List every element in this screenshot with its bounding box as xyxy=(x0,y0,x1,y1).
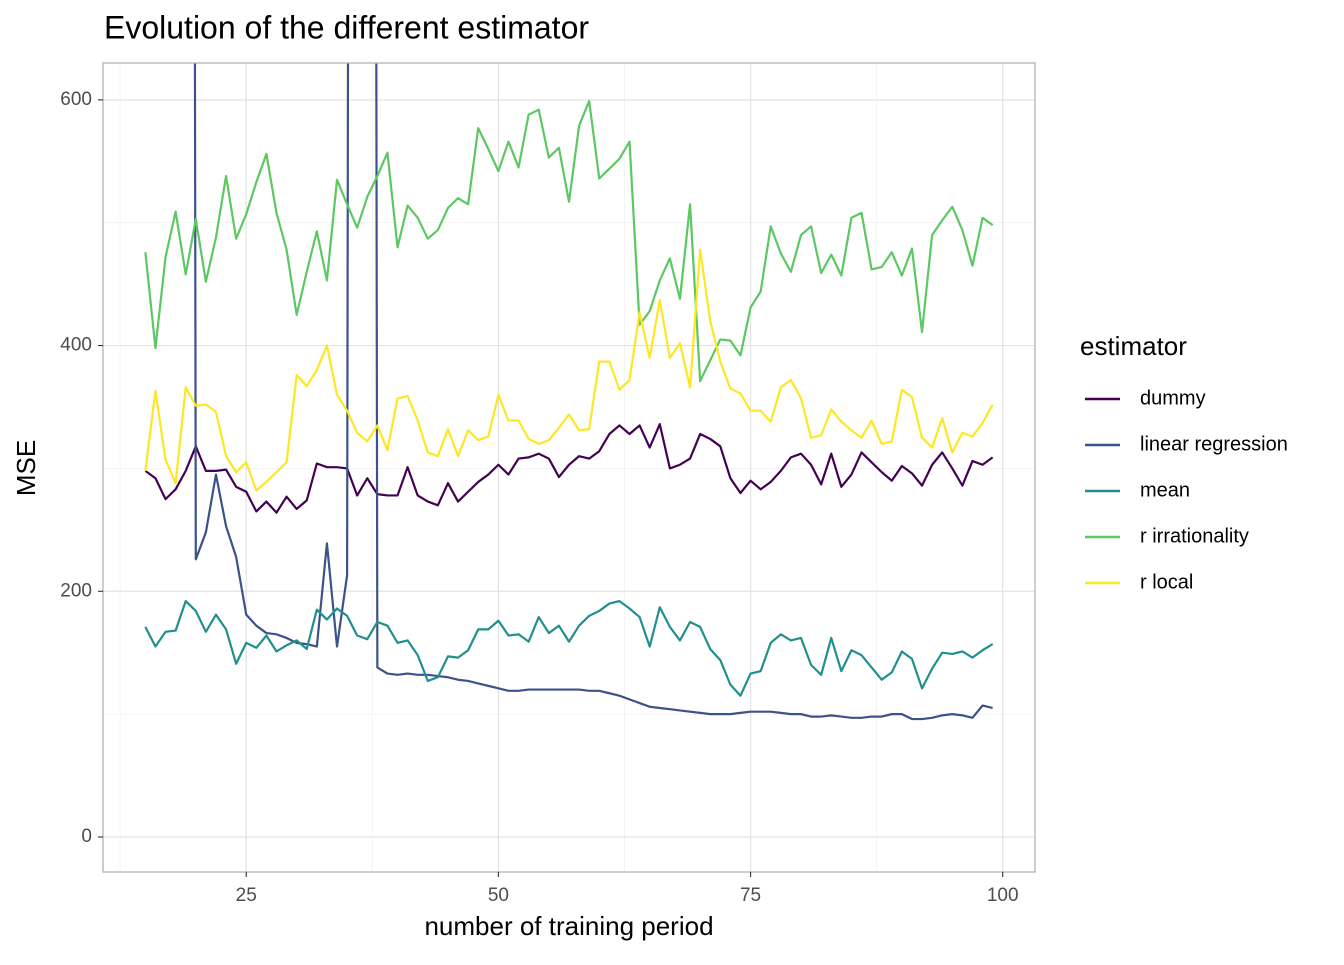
x-axis-label: number of training period xyxy=(424,911,713,941)
grid xyxy=(103,63,1035,872)
x-tick-label: 75 xyxy=(740,885,761,906)
plot-lines xyxy=(144,63,994,721)
series-line xyxy=(144,248,994,492)
legend-label: r local xyxy=(1140,571,1193,593)
legend-label: r irrationality xyxy=(1140,525,1249,547)
legend-label: linear regression xyxy=(1140,433,1288,455)
legend-label: mean xyxy=(1140,479,1190,501)
series-line xyxy=(144,423,994,514)
series-line xyxy=(144,99,994,383)
legend: dummy linear regression mean r irrationalit… xyxy=(1085,387,1288,593)
y-tick-label: 200 xyxy=(60,580,92,601)
y-tick-label: 0 xyxy=(81,826,92,847)
x-tick-label: 50 xyxy=(488,885,509,906)
legend-title: estimator xyxy=(1080,331,1187,361)
chart-title: Evolution of the different estimator xyxy=(104,9,589,45)
x-tick-label: 100 xyxy=(987,885,1019,906)
panel-border xyxy=(102,62,1036,873)
axes: 25 50 75 100 0 200 400 600 xyxy=(60,89,1018,906)
y-tick-label: 400 xyxy=(60,335,92,356)
y-tick-label: 600 xyxy=(60,89,92,110)
series-line xyxy=(144,600,994,697)
y-axis-label: MSE xyxy=(11,440,41,496)
legend-label: dummy xyxy=(1140,387,1206,409)
x-tick-label: 25 xyxy=(236,885,257,906)
